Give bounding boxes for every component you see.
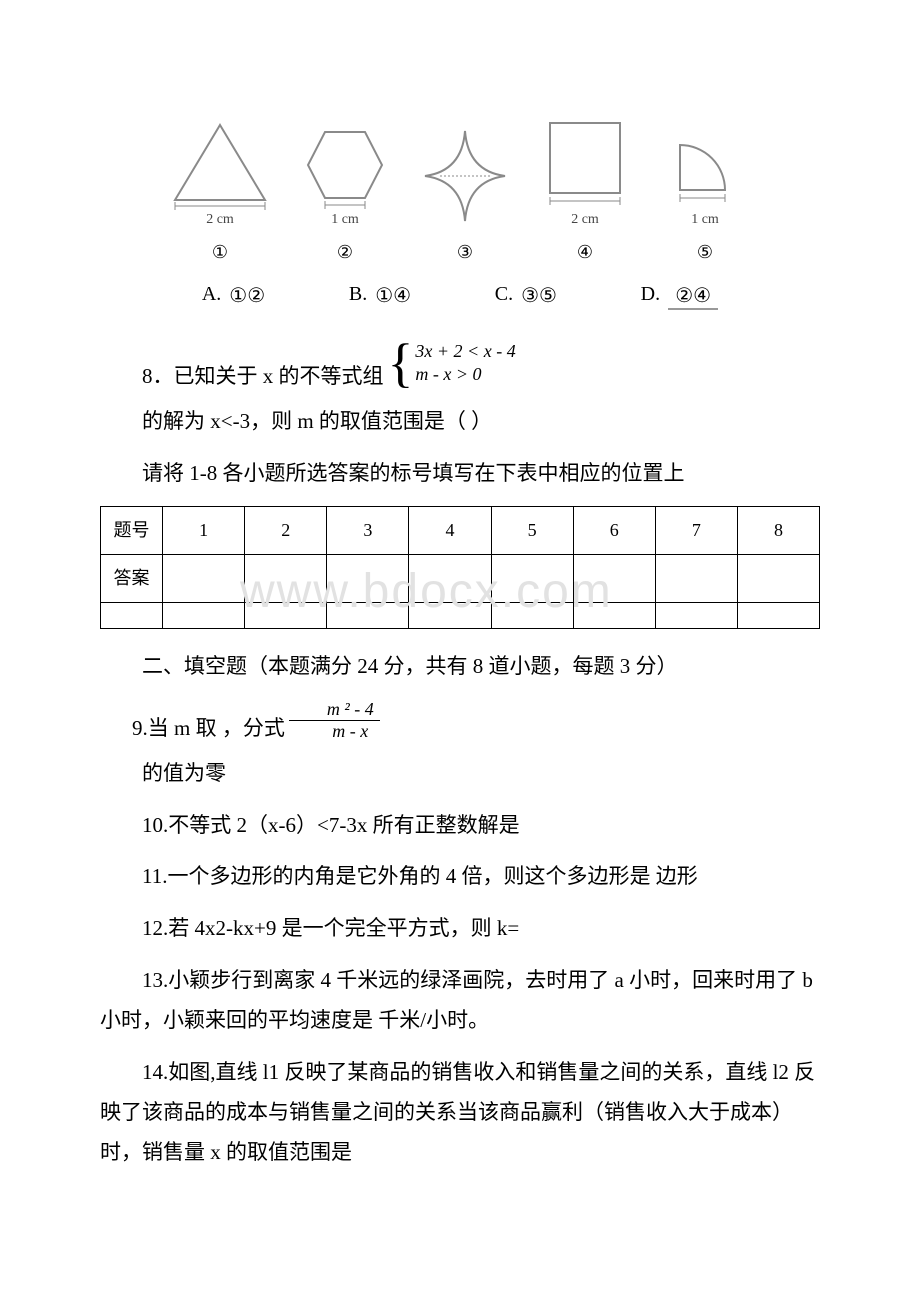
choice-letter: B. — [349, 283, 367, 310]
astroid-icon — [420, 126, 510, 226]
q11-text: 11.一个多边形的内角是它外角的 4 倍，则这个多边形是 边形 — [100, 857, 820, 897]
choice-c: C. ③⑤ — [495, 283, 557, 310]
table-cell — [101, 602, 163, 628]
choice-letter: C. — [495, 283, 513, 310]
q8-instruction: 请将 1-8 各小题所选答案的标号填写在下表中相应的位置上 — [100, 454, 820, 494]
table-row — [101, 602, 820, 628]
square-icon — [540, 115, 630, 210]
q9-tail: 的值为零 — [100, 754, 820, 794]
system-line-2: m - x > 0 — [415, 364, 515, 385]
choice-value: ①④ — [375, 283, 411, 310]
brace-icon: { — [388, 336, 414, 390]
table-cell[interactable] — [245, 554, 327, 602]
inequality-system: { 3x + 2 < x - 4 m - x > 0 — [388, 336, 516, 390]
dim-label: 2 cm — [571, 212, 599, 228]
choice-d: D. ②④ — [641, 283, 718, 310]
row-label: 题号 — [101, 506, 163, 554]
q14-text: 14.如图,直线 l1 反映了某商品的销售收入和销售量之间的关系，直线 l2 反… — [100, 1053, 820, 1173]
row-label: 答案 — [101, 554, 163, 602]
table-cell — [655, 602, 737, 628]
q12-text: 12.若 4x2-kx+9 是一个完全平方式，则 k= — [100, 909, 820, 949]
table-cell: 2 — [245, 506, 327, 554]
circled-label: ① — [212, 242, 228, 263]
circled-label: ④ — [577, 242, 593, 263]
table-row: 题号 1 2 3 4 5 6 7 8 — [101, 506, 820, 554]
q9-line: 9.当 m 取 ，分式 m ² - 4 m - x — [100, 699, 820, 742]
fraction-numerator: m ² - 4 — [289, 699, 380, 721]
dim-label: 1 cm — [331, 212, 359, 228]
circled-label: ② — [337, 242, 353, 263]
table-cell: 7 — [655, 506, 737, 554]
shape-triangle: 2 cm ① — [170, 110, 270, 263]
table-cell[interactable] — [163, 554, 245, 602]
choice-letter: D. — [641, 283, 660, 310]
fraction-denominator: m - x — [289, 721, 380, 742]
table-cell — [491, 602, 573, 628]
choice-value: ②④ — [668, 283, 718, 310]
table-cell[interactable] — [737, 554, 819, 602]
section2-header: 二、填空题（本题满分 24 分，共有 8 道小题，每题 3 分） — [100, 647, 820, 687]
system-line-1: 3x + 2 < x - 4 — [415, 341, 515, 362]
table-cell: 8 — [737, 506, 819, 554]
table-cell[interactable] — [491, 554, 573, 602]
table-cell — [409, 602, 491, 628]
circled-label: ⑤ — [697, 242, 713, 263]
table-cell — [327, 602, 409, 628]
choice-value: ③⑤ — [521, 283, 557, 310]
q13-text: 13.小颖步行到离家 4 千米远的绿泽画院，去时用了 a 小时，回来时用了 b … — [100, 961, 820, 1041]
q8-line: 8．已知关于 x 的不等式组 { 3x + 2 < x - 4 m - x > … — [100, 336, 820, 390]
quarter-circle-icon — [670, 130, 740, 210]
choice-value: ①② — [229, 283, 265, 310]
table-row: 答案 — [101, 554, 820, 602]
table-cell: 4 — [409, 506, 491, 554]
table-cell[interactable] — [655, 554, 737, 602]
shape-hexagon: 1 cm ② — [300, 110, 390, 263]
choice-letter: A. — [202, 283, 221, 310]
answer-table: 题号 1 2 3 4 5 6 7 8 答案 — [100, 506, 820, 629]
table-cell: 1 — [163, 506, 245, 554]
q8-tail: 的解为 x<-3，则 m 的取值范围是（ ） — [100, 402, 820, 442]
choice-row: A. ①② B. ①④ C. ③⑤ D. ②④ — [100, 273, 820, 316]
dim-label: 2 cm — [206, 212, 234, 228]
table-cell: 3 — [327, 506, 409, 554]
table-cell — [163, 602, 245, 628]
table-cell — [573, 602, 655, 628]
table-cell: 5 — [491, 506, 573, 554]
table-cell[interactable] — [327, 554, 409, 602]
shape-quarter-circle: 1 cm ⑤ — [660, 110, 750, 263]
q8-prefix: 8．已知关于 x 的不等式组 — [100, 360, 384, 390]
shape-square: 2 cm ④ — [540, 110, 630, 263]
table-cell — [245, 602, 327, 628]
fraction: m ² - 4 m - x — [289, 699, 380, 742]
table-cell[interactable] — [409, 554, 491, 602]
table-cell[interactable] — [573, 554, 655, 602]
hexagon-icon — [300, 120, 390, 210]
table-cell: 6 — [573, 506, 655, 554]
shape-astroid: ③ — [420, 126, 510, 263]
triangle-icon — [170, 120, 270, 210]
answer-table-wrap: www.bdocx.com 题号 1 2 3 4 5 6 7 8 答案 — [100, 506, 820, 629]
shapes-figure: 2 cm ① 1 cm ② — [100, 110, 820, 263]
choice-a: A. ①② — [202, 283, 265, 310]
q10-text: 10.不等式 2（x-6）<7-3x 所有正整数解是 — [100, 806, 820, 846]
table-cell — [737, 602, 819, 628]
circled-label: ③ — [457, 242, 473, 263]
dim-label: 1 cm — [691, 212, 719, 228]
choice-b: B. ①④ — [349, 283, 411, 310]
q9-prefix: 9.当 m 取 ，分式 — [100, 712, 285, 742]
